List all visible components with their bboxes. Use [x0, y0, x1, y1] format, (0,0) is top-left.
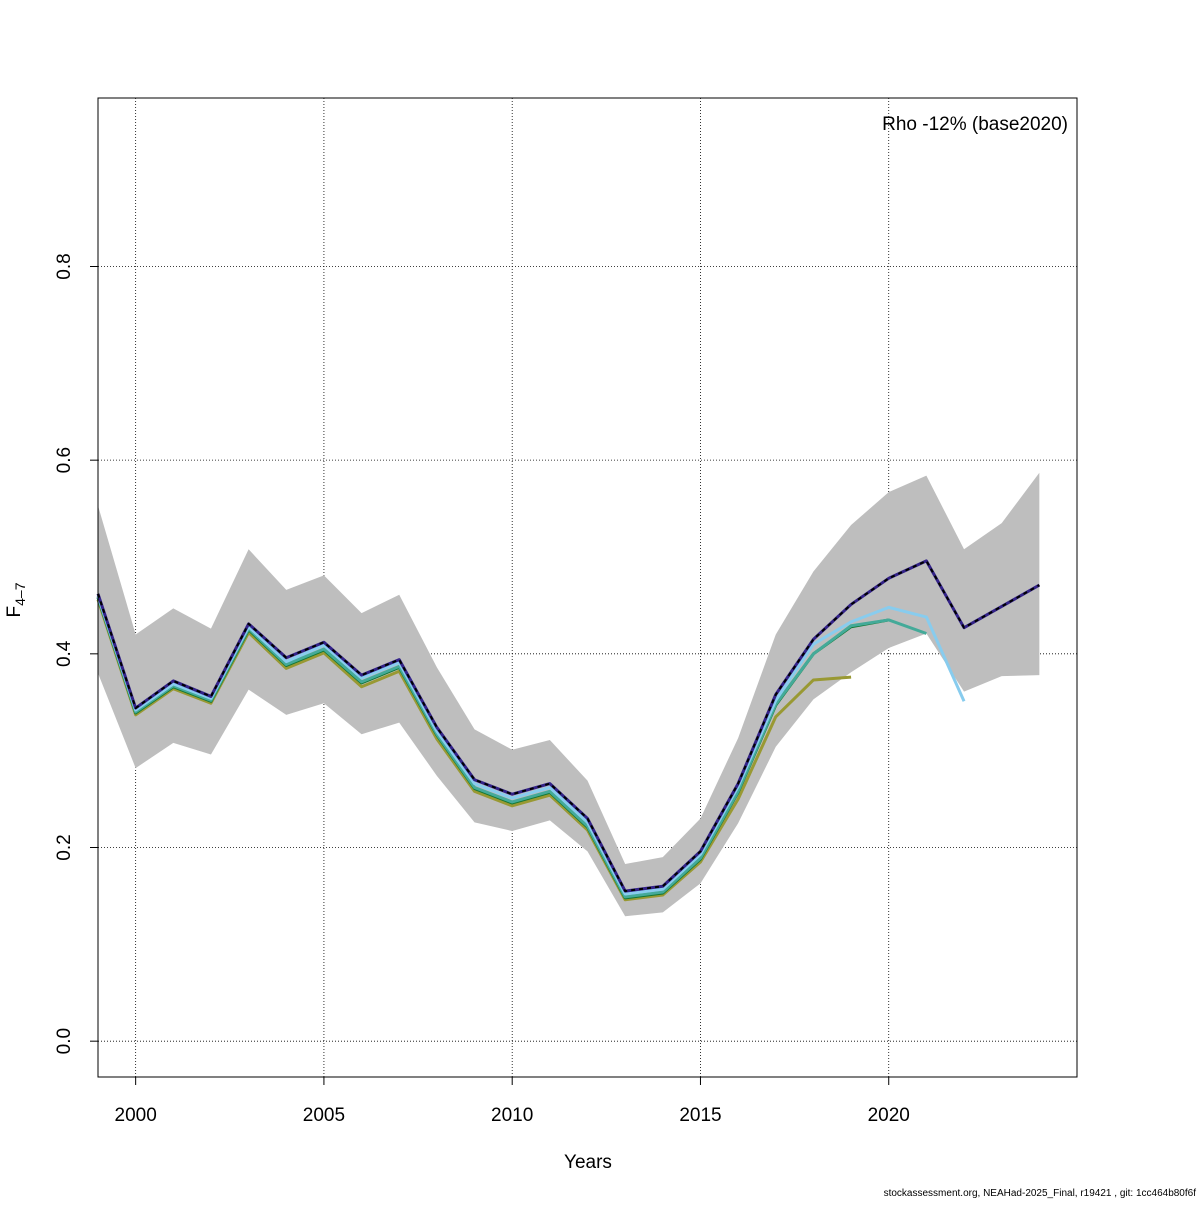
x-tick-label: 2015 [679, 1105, 721, 1126]
y-axis-label: F4–7 [4, 582, 28, 617]
rho-annotation: Rho -12% (base2020) [882, 114, 1068, 135]
y-axis: 0.0 0.2 0.4 0.6 0.8 [54, 253, 98, 1054]
y-label-main: F [4, 606, 25, 618]
y-tick-label: 0.2 [54, 834, 75, 860]
y-tick-label: 0.6 [54, 447, 75, 473]
y-tick-label: 0.0 [54, 1028, 75, 1054]
x-tick-label: 2000 [115, 1105, 157, 1126]
x-tick-label: 2005 [303, 1105, 345, 1126]
plot-frame [97, 97, 1078, 1078]
x-tick-label: 2010 [491, 1105, 533, 1126]
confidence-band [98, 472, 1040, 917]
footer-credit: stockassessment.org, NEAHad-2025_Final, … [884, 1188, 1197, 1199]
y-tick-label: 0.4 [54, 640, 75, 667]
series-lines [96, 559, 1041, 902]
y-label-subscript: 4–7 [12, 582, 28, 606]
x-axis-label: Years [564, 1152, 612, 1173]
svg-text:F4–7: F4–7 [4, 582, 28, 617]
x-axis: 2000 2005 2010 2015 2020 [115, 1077, 910, 1126]
y-tick-label: 0.8 [54, 253, 75, 279]
x-tick-label: 2020 [868, 1105, 910, 1126]
base-run-dashed-line [97, 559, 1040, 893]
confidence-band-area [98, 472, 1040, 917]
